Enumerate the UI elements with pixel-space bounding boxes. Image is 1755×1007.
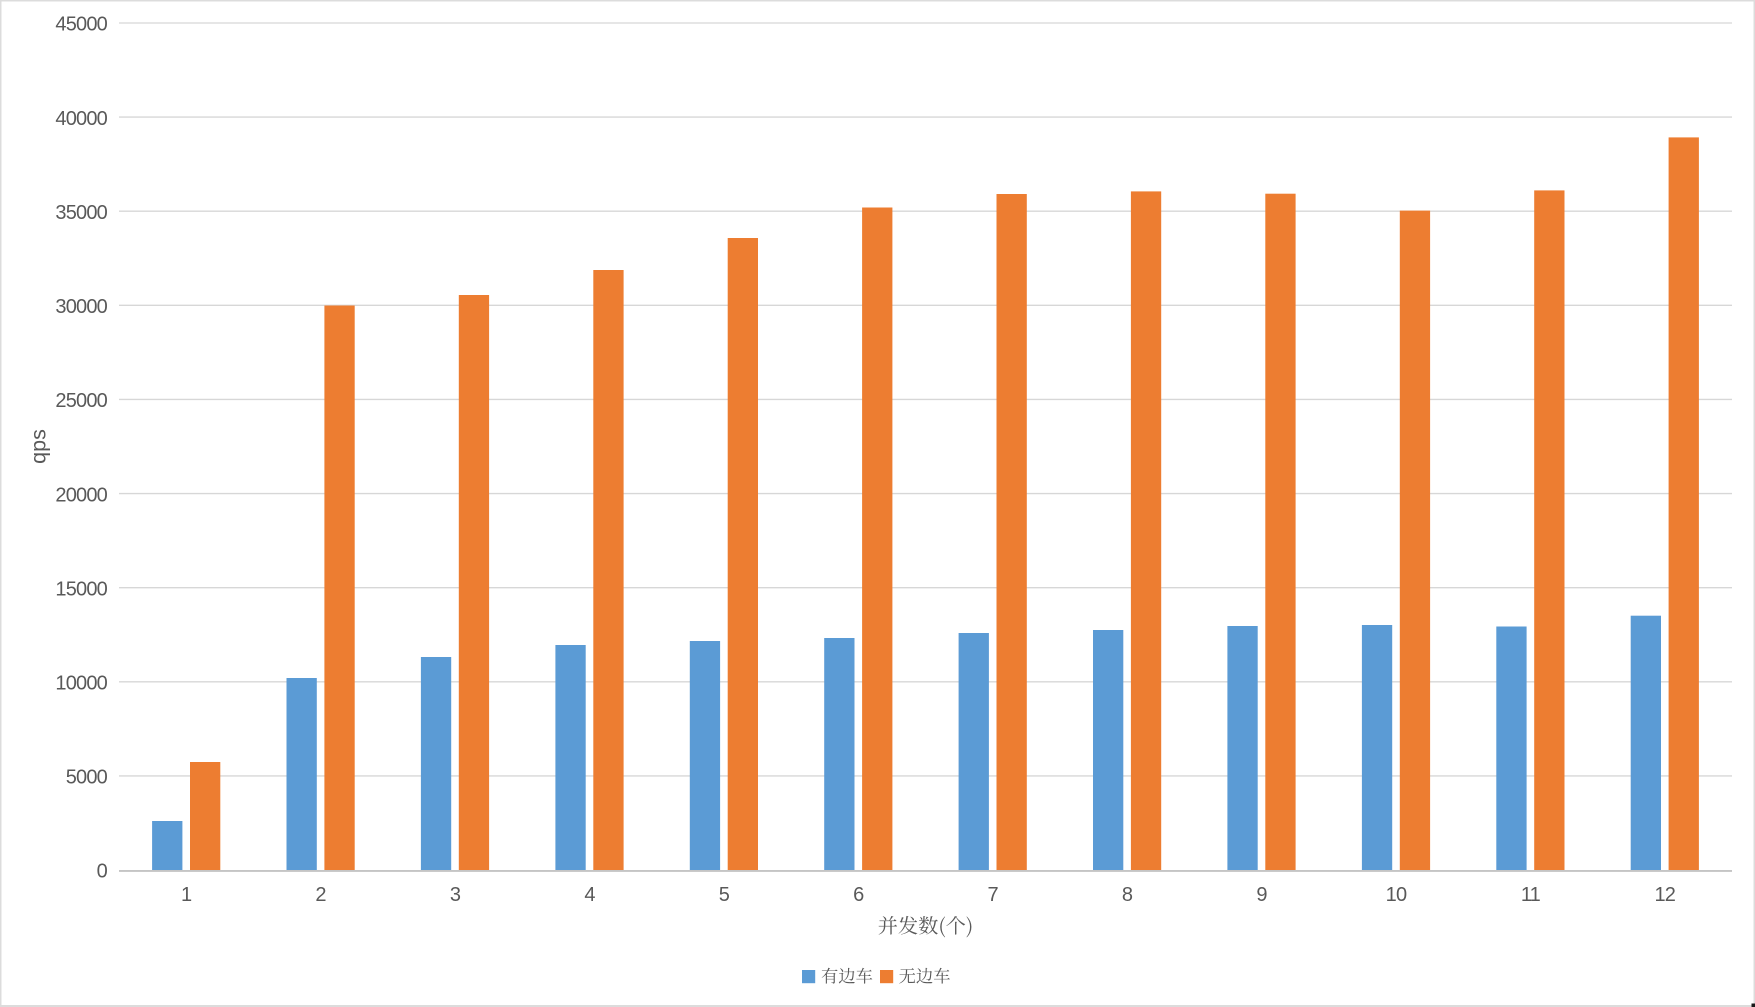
svg-text:11: 11 (1521, 884, 1541, 906)
svg-text:40000: 40000 (55, 108, 107, 130)
svg-text:10000: 10000 (55, 673, 107, 695)
svg-text:1: 1 (181, 884, 192, 906)
svg-text:5000: 5000 (66, 767, 108, 789)
svg-text:20000: 20000 (55, 484, 107, 506)
svg-text:9: 9 (1256, 884, 1267, 906)
svg-text:0: 0 (97, 861, 108, 883)
svg-text:45000: 45000 (55, 14, 107, 36)
svg-text:10: 10 (1386, 884, 1407, 906)
svg-text:8: 8 (1122, 884, 1133, 906)
svg-text:30000: 30000 (55, 296, 107, 318)
svg-text:25000: 25000 (55, 390, 107, 412)
svg-text:5: 5 (719, 884, 730, 906)
svg-text:qps: qps (27, 429, 51, 464)
svg-text:3: 3 (450, 884, 461, 906)
svg-text:12: 12 (1654, 884, 1675, 906)
svg-text:15000: 15000 (55, 578, 107, 600)
svg-text:7: 7 (988, 884, 999, 906)
svg-text:6: 6 (853, 884, 864, 906)
svg-text:35000: 35000 (55, 202, 107, 224)
svg-text:2: 2 (315, 884, 326, 906)
svg-text:4: 4 (584, 884, 595, 906)
